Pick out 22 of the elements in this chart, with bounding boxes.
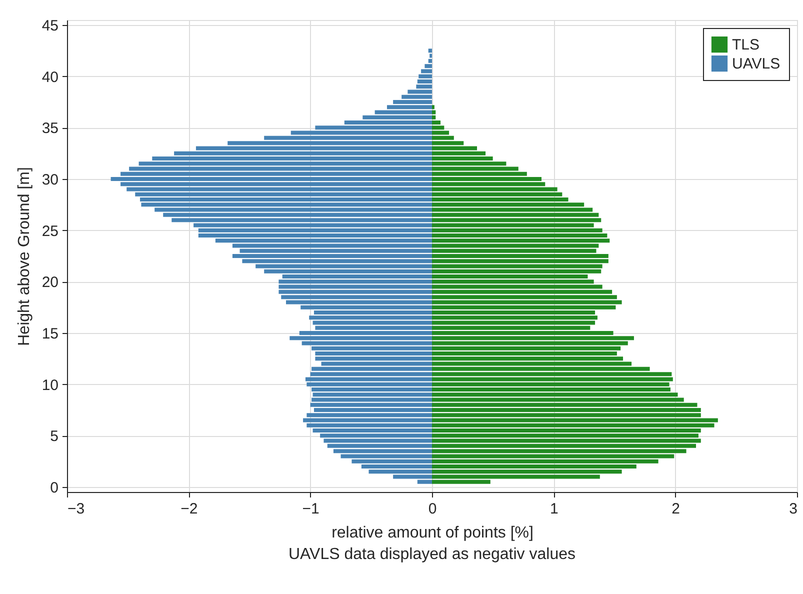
y-tick-label: 35 (42, 120, 58, 138)
x-tick-label: −3 (68, 500, 85, 518)
y-tick-label: 15 (42, 326, 58, 342)
y-tick-label: 45 (42, 18, 58, 34)
y-tick-label: 30 (42, 172, 58, 188)
y-tick-label: 20 (42, 274, 58, 292)
x-tick-label: 3 (789, 500, 798, 518)
x-tick-label: −1 (302, 500, 320, 518)
legend-label: TLS (732, 36, 760, 54)
y-tick-label: 40 (42, 68, 58, 86)
x-tick-label: 2 (672, 500, 680, 518)
legend-label: UAVLS (732, 56, 780, 72)
y-tick-label: 5 (50, 428, 58, 446)
text: UAVLS data displayed as negativ values (288, 546, 576, 563)
y-tick-label: 25 (42, 222, 58, 240)
x-tick-label: −2 (180, 500, 198, 518)
y-axis-title: Height above Ground [m] (16, 167, 33, 346)
x-axis-title: relative amount of points [%] (332, 524, 534, 542)
x-tick-label: 0 (428, 500, 437, 518)
x-tick-label: 1 (550, 500, 558, 518)
y-tick-label: 10 (42, 376, 58, 394)
y-tick-label: 0 (50, 480, 58, 496)
